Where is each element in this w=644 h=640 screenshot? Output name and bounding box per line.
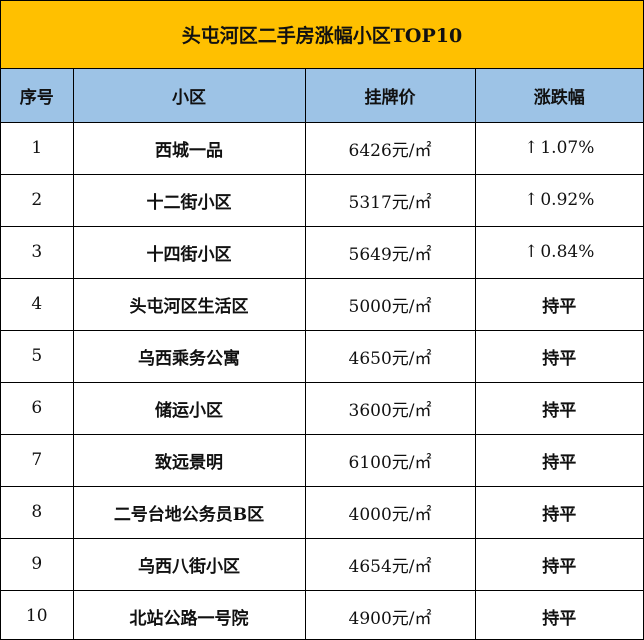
community-name: 西城一品 bbox=[72, 121, 306, 175]
price-change: 持平 bbox=[474, 537, 643, 591]
row-number: 3 bbox=[1, 225, 74, 279]
price-value: 4000 bbox=[348, 504, 392, 525]
price-change: ↑ 1.07% bbox=[474, 121, 643, 175]
community-name: 北站公路一号院 bbox=[72, 589, 306, 639]
listing-price: 4650元/㎡ bbox=[304, 329, 476, 383]
price-unit: 元/㎡ bbox=[391, 400, 432, 421]
price-value: 6426 bbox=[348, 140, 392, 161]
community-name: 头屯河区生活区 bbox=[72, 277, 306, 331]
community-name: 乌西乘务公寓 bbox=[72, 329, 306, 383]
listing-price: 5317元/㎡ bbox=[304, 173, 476, 227]
header-price: 挂牌价 bbox=[304, 69, 476, 123]
table-row: 1 西城一品 6426元/㎡ ↑ 1.07% bbox=[1, 121, 643, 175]
change-value: 1.07% bbox=[540, 138, 595, 158]
table-row: 5 乌西乘务公寓 4650元/㎡ 持平 bbox=[1, 329, 643, 383]
price-unit: 元/㎡ bbox=[391, 244, 432, 265]
price-change: ↑ 0.92% bbox=[474, 173, 643, 227]
listing-price: 5649元/㎡ bbox=[304, 225, 476, 279]
table-row: 4 头屯河区生活区 5000元/㎡ 持平 bbox=[1, 277, 643, 331]
price-value: 5317 bbox=[348, 192, 392, 213]
price-change: 持平 bbox=[474, 589, 643, 639]
community-name: 十四街小区 bbox=[72, 225, 306, 279]
price-change: 持平 bbox=[474, 485, 643, 539]
price-value: 6100 bbox=[348, 452, 392, 473]
community-name: 储运小区 bbox=[72, 381, 306, 435]
community-name: 二号台地公务员B区 bbox=[72, 485, 306, 539]
row-number: 5 bbox=[1, 329, 74, 383]
price-change: 持平 bbox=[474, 433, 643, 487]
row-number: 9 bbox=[1, 537, 74, 591]
community-name: 乌西八街小区 bbox=[72, 537, 306, 591]
community-name: 十二街小区 bbox=[72, 173, 306, 227]
up-arrow-icon: ↑ bbox=[524, 138, 539, 158]
price-change: ↑ 0.84% bbox=[474, 225, 643, 279]
listing-price: 4000元/㎡ bbox=[304, 485, 476, 539]
price-value: 4654 bbox=[348, 556, 392, 577]
listing-price: 6426元/㎡ bbox=[304, 121, 476, 175]
table-title: 头屯河区二手房涨幅小区TOP10 bbox=[1, 1, 643, 69]
change-value: 0.92% bbox=[540, 190, 595, 210]
table-row: 9 乌西八街小区 4654元/㎡ 持平 bbox=[1, 537, 643, 591]
row-number: 1 bbox=[1, 121, 74, 175]
table-row: 6 储运小区 3600元/㎡ 持平 bbox=[1, 381, 643, 435]
row-number: 7 bbox=[1, 433, 74, 487]
price-change: 持平 bbox=[474, 381, 643, 435]
change-value: 0.84% bbox=[540, 242, 595, 262]
price-value: 3600 bbox=[348, 400, 392, 421]
header-no: 序号 bbox=[1, 69, 74, 123]
price-value: 4650 bbox=[348, 348, 392, 369]
row-number: 6 bbox=[1, 381, 74, 435]
row-number: 4 bbox=[1, 277, 74, 331]
price-unit: 元/㎡ bbox=[391, 140, 432, 161]
table-row: 2 十二街小区 5317元/㎡ ↑ 0.92% bbox=[1, 173, 643, 227]
listing-price: 4900元/㎡ bbox=[304, 589, 476, 639]
table-row: 10 北站公路一号院 4900元/㎡ 持平 bbox=[1, 589, 643, 639]
community-name: 致远景明 bbox=[72, 433, 306, 487]
price-unit: 元/㎡ bbox=[391, 504, 432, 525]
listing-price: 5000元/㎡ bbox=[304, 277, 476, 331]
price-unit: 元/㎡ bbox=[391, 452, 432, 473]
price-value: 5649 bbox=[348, 244, 392, 265]
price-unit: 元/㎡ bbox=[391, 556, 432, 577]
header-change: 涨跌幅 bbox=[474, 69, 643, 123]
listing-price: 3600元/㎡ bbox=[304, 381, 476, 435]
header-community: 小区 bbox=[72, 69, 306, 123]
row-number: 2 bbox=[1, 173, 74, 227]
price-value: 5000 bbox=[348, 296, 392, 317]
table-body: 1 西城一品 6426元/㎡ ↑ 1.07% 2 十二街小区 5317元/㎡ ↑ 0.92% 3 十四… bbox=[1, 121, 643, 639]
up-arrow-icon: ↑ bbox=[524, 242, 539, 262]
price-unit: 元/㎡ bbox=[391, 192, 432, 213]
table-row: 3 十四街小区 5649元/㎡ ↑ 0.84% bbox=[1, 225, 643, 279]
price-value: 4900 bbox=[348, 608, 392, 629]
table-row: 8 二号台地公务员B区 4000元/㎡ 持平 bbox=[1, 485, 643, 539]
up-arrow-icon: ↑ bbox=[524, 190, 539, 210]
price-table: 序号 小区 挂牌价 涨跌幅 1 西城一品 6426元/㎡ ↑ 1.07% 2 十二街小区 53… bbox=[1, 69, 643, 639]
price-unit: 元/㎡ bbox=[391, 296, 432, 317]
table-row: 7 致远景明 6100元/㎡ 持平 bbox=[1, 433, 643, 487]
row-number: 8 bbox=[1, 485, 74, 539]
price-unit: 元/㎡ bbox=[391, 608, 432, 629]
price-change: 持平 bbox=[474, 329, 643, 383]
price-change: 持平 bbox=[474, 277, 643, 331]
price-unit: 元/㎡ bbox=[391, 348, 432, 369]
listing-price: 6100元/㎡ bbox=[304, 433, 476, 487]
listing-price: 4654元/㎡ bbox=[304, 537, 476, 591]
row-number: 10 bbox=[1, 589, 74, 639]
header-row: 序号 小区 挂牌价 涨跌幅 bbox=[1, 69, 643, 123]
